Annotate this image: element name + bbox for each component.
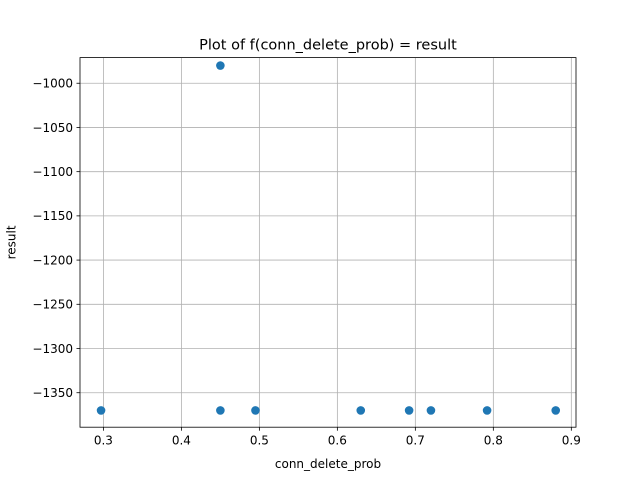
x-tick-label: 0.7 <box>406 434 425 448</box>
plot-frame <box>79 57 577 428</box>
data-point <box>356 406 366 415</box>
x-tick-label: 0.4 <box>172 434 191 448</box>
y-tick-label: −1250 <box>32 298 73 312</box>
y-tick-label: −1000 <box>32 77 73 91</box>
y-tick-label: −1150 <box>32 209 73 223</box>
data-point <box>251 406 260 415</box>
y-axis-ticks: −1000 −1050 −1100 −1150 −1200 −1250 −1300 −1350 <box>32 77 80 400</box>
x-axis-label: conn_delete_prob <box>275 457 381 471</box>
y-tick-label: −1050 <box>32 121 73 135</box>
data-point <box>96 406 106 415</box>
data-point <box>216 406 225 415</box>
y-tick-label: −1100 <box>32 165 73 179</box>
chart-title: Plot of f(conn_delete_prob) = result <box>199 38 457 54</box>
data-points <box>96 61 561 415</box>
data-point <box>426 406 436 415</box>
y-tick-label: −1300 <box>32 342 73 356</box>
y-tick-label: −1350 <box>32 386 73 400</box>
x-tick-label: 0.9 <box>562 434 581 448</box>
data-point <box>482 406 492 415</box>
x-tick-label: 0.3 <box>94 434 113 448</box>
grid <box>80 57 576 428</box>
x-tick-label: 0.8 <box>484 434 503 448</box>
x-tick-label: 0.6 <box>328 434 347 448</box>
x-axis-ticks: 0.3 0.4 0.5 0.6 0.7 0.8 0.9 <box>94 427 581 448</box>
x-tick-label: 0.5 <box>250 434 269 448</box>
y-axis-label: result <box>5 225 19 259</box>
data-point <box>404 406 414 415</box>
y-tick-label: −1200 <box>32 253 73 267</box>
data-point <box>216 61 225 70</box>
data-point <box>551 406 561 415</box>
